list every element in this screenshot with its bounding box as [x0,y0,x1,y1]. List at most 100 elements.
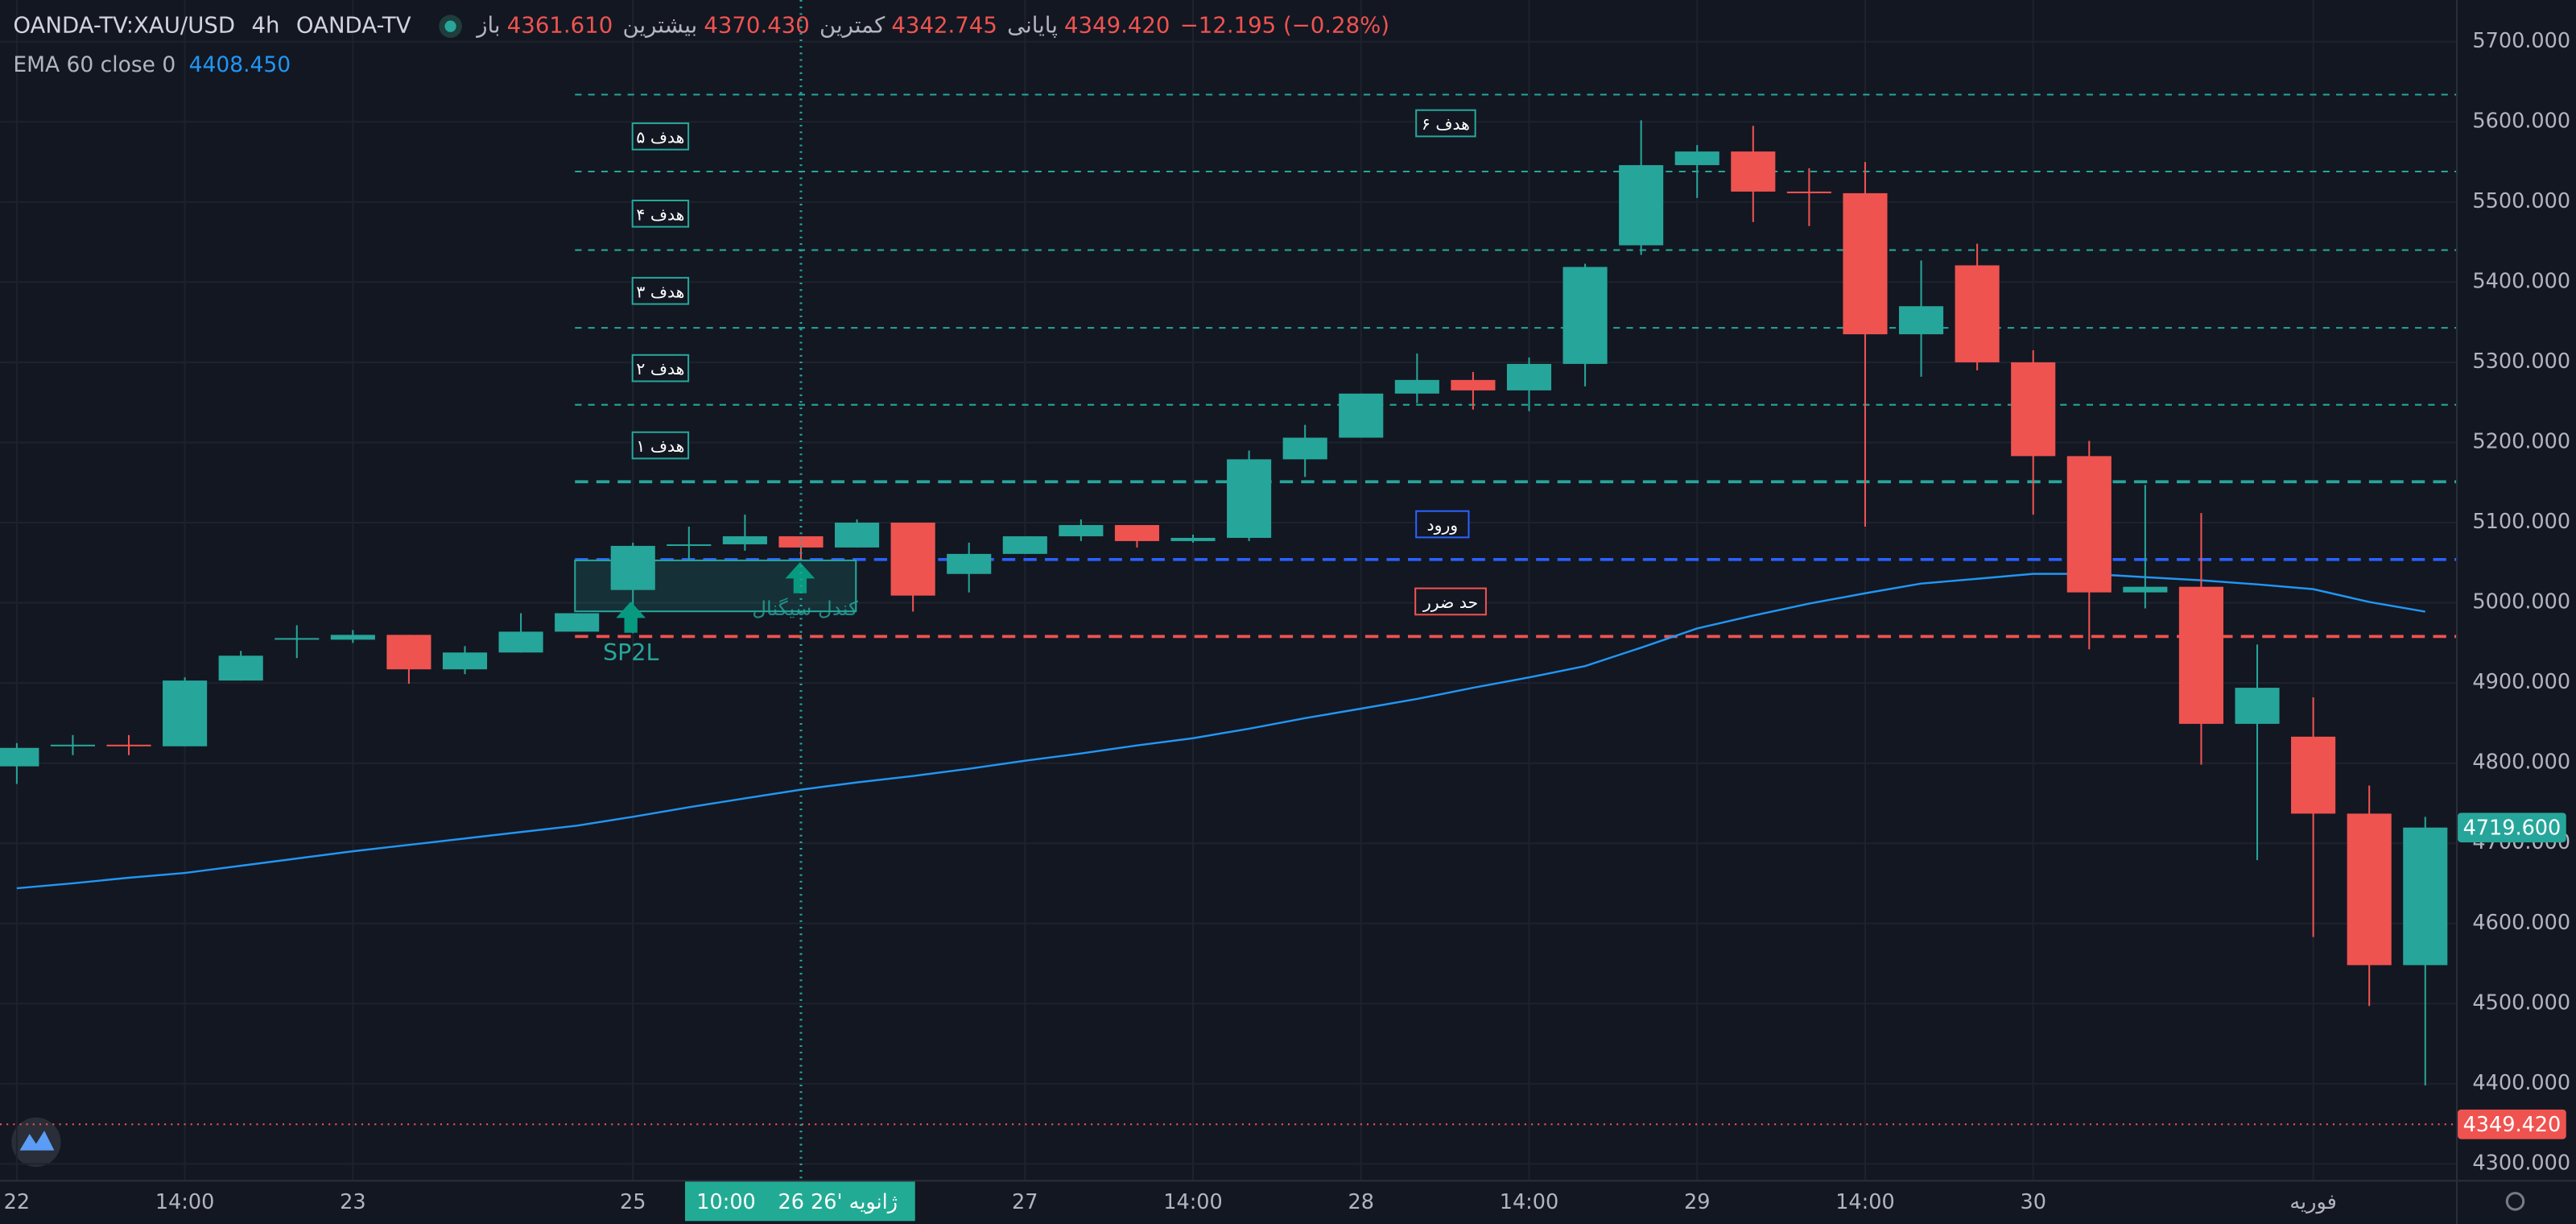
ohlc-value: 4349.420 [1064,13,1170,39]
candle-body [2347,813,2392,966]
candle-body [1394,379,1439,394]
x-tick-label: 14:00 [1835,1190,1895,1214]
candle-body [1339,393,1384,438]
candle-body [778,536,824,548]
candle-body [1674,151,1719,166]
candle-body [667,544,712,546]
candle-body [275,638,320,640]
candle-body [2011,362,2056,457]
y-tick-label: 5200.000 [2472,429,2570,453]
candle-body [1114,525,1159,541]
ema-line [16,573,2425,890]
x-tick-label: 14:00 [1163,1190,1223,1214]
candle-body [1002,536,1047,554]
settings-icon[interactable] [2505,1192,2525,1211]
change: −12.195 (−0.28%) [1180,13,1389,39]
logo[interactable] [11,1117,61,1167]
x-tick-label: 22 [4,1190,30,1214]
level-label: هدف ۳ [636,282,684,301]
level-label: هدف ۲ [636,359,684,378]
candle-body [1059,525,1104,536]
candle-body [835,523,880,548]
y-tick-label: 5300.000 [2472,349,2570,374]
y-tick-label: 4500.000 [2472,990,2570,1015]
level-label-box [631,122,690,151]
ohlc-label: پایانی [1007,13,1058,39]
indicator-name: EMA 60 close 0 [13,52,175,77]
level-label: ورود [1427,515,1459,535]
level-label: هدف ۴ [636,205,684,224]
level-label-box [631,431,690,460]
candle-body [1227,459,1272,538]
x-tick-label: فوریه [2289,1190,2336,1214]
candle-body [442,652,488,670]
crosshair-time: 10:00 [696,1190,755,1214]
ohlc-label: بیشترین [622,13,697,39]
candle-body [0,747,39,767]
ohlc-label: باز [475,13,500,39]
crosshair-label-box [685,1181,915,1222]
y-tick-label: 4400.000 [2472,1071,2570,1095]
x-tick-label: 23 [340,1190,365,1214]
candle-body [2403,827,2448,966]
candle-body [330,635,375,640]
source: OANDA-TV [296,13,411,39]
level-label: هدف ۶ [1422,114,1470,134]
candle-body [2123,586,2168,593]
candle-body [1506,363,1552,391]
candle-body [2291,736,2336,814]
crosshair-date: 26 ژانویه '26 [778,1190,898,1214]
market-status-dot [444,20,456,32]
candle-body [1282,437,1327,460]
y-tick-label: 5500.000 [2472,189,2570,213]
logo-icon [19,1131,55,1151]
candle-body [2178,586,2223,724]
candle-body [1563,267,1608,364]
candle-body [890,523,935,596]
level-label-box [631,199,690,228]
candle-body [1619,165,1664,246]
candle-body [163,680,208,746]
ohlc-value: 4370.430 [704,13,809,39]
candle-body [947,553,992,574]
interval: 4h [252,13,280,39]
indicator-value: 4408.450 [189,52,291,77]
ohlc-label: کمترین [819,13,886,39]
level-label-box [1415,109,1476,138]
symbol: OANDA-TV:XAU/USD [13,13,235,39]
level-label-box [1415,510,1470,539]
candle-body [218,655,263,681]
signal-arrow [616,601,646,633]
price-tag-box [2458,1109,2566,1139]
level-label: حد ضرر [1422,593,1478,612]
x-tick-label: 28 [1348,1190,1374,1214]
candle-body [1955,265,2000,362]
x-tick-label: 14:00 [1500,1190,1559,1214]
y-tick-label: 4600.000 [2472,911,2570,935]
y-tick-label: 4900.000 [2472,670,2570,694]
y-tick-label: 5000.000 [2472,590,2570,614]
level-label-box [1414,587,1487,616]
level-label: هدف ۱ [636,436,684,456]
candle-body [50,744,96,746]
candle-body [1451,379,1496,391]
x-tick-label: 30 [2020,1190,2046,1214]
y-tick-label: 4300.000 [2472,1151,2570,1175]
price-tag-box [2458,813,2566,843]
x-tick-label: 27 [1012,1190,1038,1214]
candle-body [610,545,655,590]
candle-body [386,635,431,670]
candle-body [1786,191,1831,193]
signal-name: SP2L [603,639,659,666]
candle-body [106,744,151,746]
y-tick-label: 5700.000 [2472,29,2570,53]
y-tick-label: 5100.000 [2472,510,2570,534]
x-tick-label: 25 [620,1190,646,1214]
candle-body [1843,192,1888,335]
level-label-box [631,276,690,305]
signal-arrow [785,561,815,593]
candle-body [1898,306,1944,335]
